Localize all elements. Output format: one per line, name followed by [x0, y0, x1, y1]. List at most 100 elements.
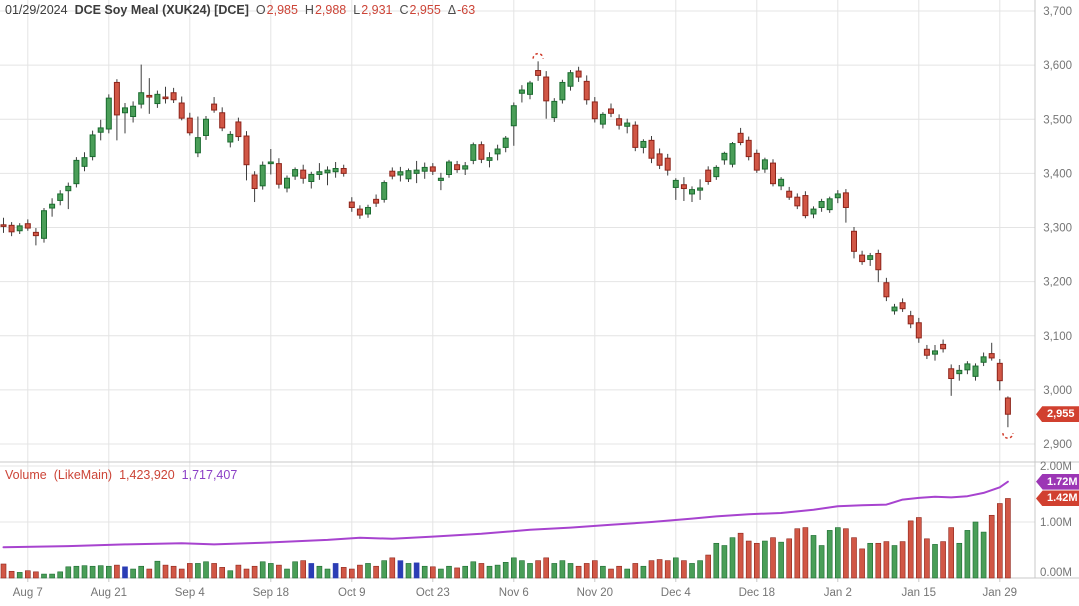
- price-axis-label: 3,000: [1043, 385, 1072, 397]
- volume-bar: [49, 573, 55, 579]
- candlestick: [510, 105, 517, 127]
- candlestick: [527, 82, 533, 95]
- volume-bar: [16, 572, 23, 579]
- price-axis-label: 3,200: [1043, 277, 1072, 289]
- candlestick: [972, 365, 979, 377]
- volume-bar: [300, 560, 307, 579]
- volume-bar: [527, 563, 533, 579]
- candlestick: [640, 140, 647, 148]
- candlestick: [1004, 397, 1011, 415]
- volume-bar: [672, 557, 679, 579]
- price-axis-label: 3,700: [1043, 6, 1072, 18]
- volume-bar: [41, 573, 47, 579]
- volume-bar: [267, 563, 274, 579]
- volume-bar: [389, 557, 396, 579]
- candlestick: [551, 100, 558, 119]
- open-field: O 2,985: [255, 3, 298, 17]
- candlestick: [713, 166, 720, 178]
- volume-bar: [899, 541, 906, 579]
- volume-bar: [810, 535, 817, 579]
- volume-bar: [697, 560, 703, 579]
- x-axis-label: Nov 20: [577, 587, 613, 599]
- volume-bar: [851, 537, 857, 579]
- x-axis-label: Sep 18: [253, 587, 289, 599]
- volume-bar: [446, 565, 452, 579]
- candlestick: [599, 113, 606, 125]
- candlestick: [818, 201, 825, 208]
- volume-bar: [737, 532, 744, 579]
- volume-bar: [786, 538, 793, 579]
- volume-bar: [519, 560, 525, 579]
- candlestick: [57, 193, 64, 201]
- candlestick: [915, 322, 922, 339]
- candlestick: [348, 201, 355, 208]
- candlestick: [672, 179, 679, 188]
- candlestick: [324, 169, 331, 174]
- volume-bar: [243, 568, 250, 579]
- volume-bar: [462, 565, 469, 579]
- volume-bar: [138, 565, 144, 579]
- volume-bar: [907, 520, 914, 579]
- volume-bar: [510, 557, 517, 579]
- candlestick: [251, 174, 258, 190]
- volume-bar: [543, 557, 550, 579]
- candlestick: [405, 170, 412, 180]
- volume-bar: [0, 563, 7, 579]
- candlestick: [146, 94, 153, 98]
- volume-bar: [753, 542, 760, 579]
- volume-bar: [600, 565, 606, 579]
- volume-bar: [575, 565, 582, 579]
- close-field: C 2,955: [399, 3, 441, 17]
- candlestick: [24, 223, 31, 229]
- volume-bar: [843, 528, 849, 579]
- candlestick: [429, 166, 436, 172]
- x-axis-label: Aug 21: [91, 587, 127, 599]
- candlestick: [721, 152, 728, 161]
- volume-bar: [405, 563, 412, 579]
- candlestick: [956, 369, 963, 375]
- volume-bar: [883, 541, 890, 579]
- candlestick: [340, 168, 347, 174]
- volume-axis-label: 2.00M: [1040, 461, 1072, 473]
- volume-bar: [729, 537, 736, 579]
- volume-bar: [818, 545, 825, 579]
- candlestick: [632, 124, 639, 148]
- volume-bar: [106, 565, 112, 579]
- candlestick: [923, 348, 930, 356]
- candlestick: [437, 177, 444, 181]
- candlestick: [170, 92, 177, 101]
- volume-bar: [235, 564, 242, 579]
- candlestick: [122, 107, 128, 114]
- volume-bar: [875, 542, 882, 579]
- symbol-name: DCE Soy Meal (XUK24) [DCE]: [74, 3, 249, 17]
- volume-ma-badge: 1.72M: [1036, 473, 1079, 490]
- candlestick: [421, 166, 428, 172]
- candlestick: [446, 161, 452, 175]
- volume-bar: [891, 545, 898, 579]
- candlestick: [413, 169, 420, 174]
- candlestick: [138, 92, 145, 105]
- candlestick: [745, 139, 752, 158]
- volume-ma-value: 1,717,407: [181, 468, 238, 482]
- volume-bar: [502, 562, 509, 579]
- volume-bar: [486, 565, 493, 579]
- volume-bar: [162, 564, 169, 579]
- volume-bar: [251, 565, 258, 579]
- low-field: L 2,931: [353, 3, 393, 17]
- volume-bar: [867, 542, 874, 579]
- volume-bar: [988, 514, 995, 579]
- candlestick: [478, 144, 485, 160]
- volume-bar: [648, 560, 655, 579]
- candlestick: [883, 282, 890, 298]
- volume-bar: [195, 563, 201, 579]
- x-axis-label: Jan 29: [983, 587, 1018, 599]
- candlestick: [705, 169, 712, 182]
- volume-bar: [348, 568, 355, 579]
- volume-bar: [713, 542, 720, 579]
- candlestick: [543, 76, 550, 102]
- volume-bar: [705, 554, 712, 579]
- volume-bar: [397, 560, 404, 579]
